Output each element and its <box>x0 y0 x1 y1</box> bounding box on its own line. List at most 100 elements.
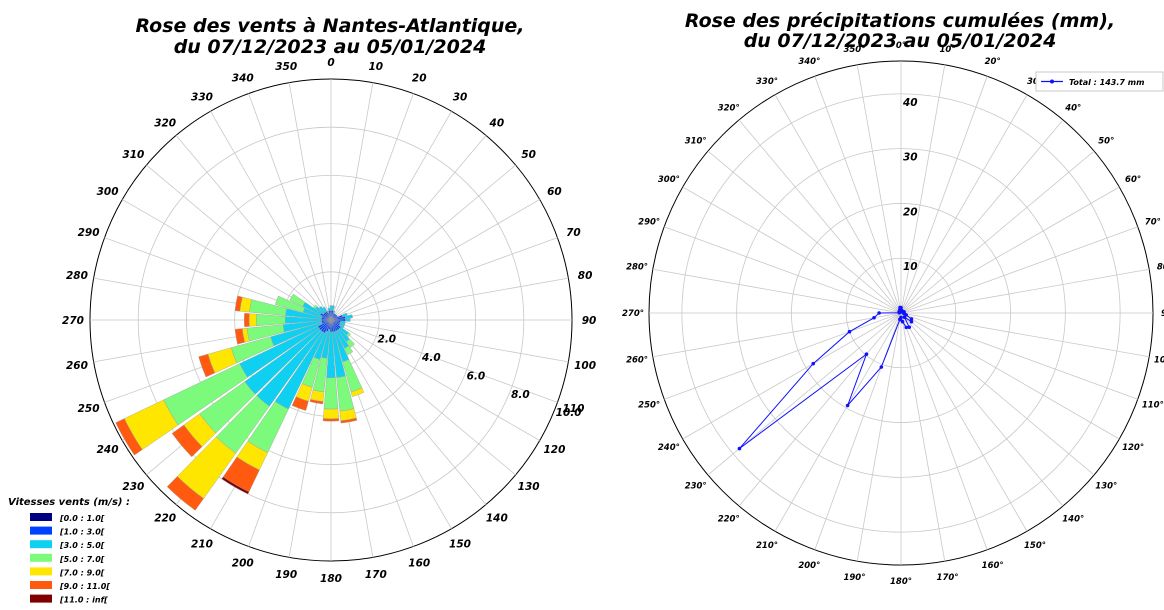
precip-rose-spoke <box>739 313 901 506</box>
wind-legend-swatch <box>30 513 52 521</box>
wind-direction-label: 210 <box>191 538 213 550</box>
precip-direction-label: 60° <box>1125 175 1141 185</box>
wind-legend-label: [0.0 : 1.0[ <box>59 514 105 523</box>
precip-direction-label: 230° <box>685 481 707 491</box>
precip-direction-label: 340° <box>798 57 820 67</box>
wind-legend-label: [3.0 : 5.0[ <box>59 541 105 550</box>
precip-direction-label: 120° <box>1122 443 1144 453</box>
wind-legend-title: Vitesses vents (m/s) : <box>8 497 130 508</box>
precip-direction-label: 50° <box>1098 137 1114 147</box>
wind-legend-swatch <box>30 567 52 575</box>
wind-direction-label: 350 <box>275 61 297 73</box>
wind-bar-270-bin-4 <box>249 314 256 327</box>
precip-point-200 <box>880 365 884 369</box>
wind-direction-label: 100 <box>574 360 596 372</box>
precip-direction-label: 290° <box>638 217 660 227</box>
precip-rose-spoke <box>708 313 901 475</box>
wind-direction-label: 130 <box>518 481 540 493</box>
wind-direction-label: 70 <box>566 227 581 239</box>
wind-radial-tick-label: 6.0 <box>467 370 486 382</box>
precip-point-210 <box>846 404 850 408</box>
wind-direction-label: 20 <box>412 73 427 85</box>
wind-direction-label: 220 <box>154 513 176 525</box>
precip-direction-label: 80° <box>1157 262 1164 272</box>
precip-direction-label: 10° <box>939 45 955 55</box>
wind-direction-label: 300 <box>97 186 119 198</box>
wind-legend-label: [9.0 : 11.0[ <box>59 582 110 591</box>
wind-direction-label: 30 <box>453 92 468 104</box>
precip-direction-label: 40° <box>1064 104 1081 114</box>
precip-rose-spoke <box>664 227 901 313</box>
precip-direction-label: 280° <box>626 262 648 272</box>
precip-point-220 <box>865 352 869 356</box>
precip-point-130 <box>910 320 914 324</box>
wind-radial-tick-label: 10.0 <box>556 407 582 419</box>
wind-bar-0-bin-2 <box>330 306 332 311</box>
precip-point-240 <box>811 362 815 366</box>
precip-direction-label: 20° <box>985 57 1001 67</box>
wind-rose-chart: Rose des vents à Nantes-Atlantique, du 0… <box>8 15 596 605</box>
precip-rose-spoke <box>708 151 901 313</box>
precip-rose-spoke <box>901 227 1138 313</box>
precip-point-160 <box>904 326 908 330</box>
wind-direction-label: 180 <box>320 573 342 585</box>
precip-direction-label: 70° <box>1145 217 1161 227</box>
precip-rose-spoke <box>901 120 1063 313</box>
wind-direction-label: 10 <box>368 61 383 73</box>
precip-rose-title-line1: Rose des précipitations cumulées (mm), <box>685 10 1115 32</box>
wind-direction-label: 190 <box>275 569 297 581</box>
wind-radial-tick-label: 4.0 <box>421 352 441 364</box>
wind-direction-label: 260 <box>66 360 88 372</box>
precip-point-350 <box>898 306 902 310</box>
wind-direction-label: 290 <box>78 227 100 239</box>
precip-point-270 <box>877 311 881 315</box>
wind-direction-label: 120 <box>543 444 565 456</box>
wind-rose-spoke <box>331 135 486 320</box>
wind-rose-spoke <box>331 165 516 320</box>
wind-bar-90-bin-2 <box>345 318 350 321</box>
precip-rose-direction-labels: 0°10°20°30°40°50°60°70°80°90°100°110°120… <box>622 41 1164 587</box>
precip-direction-label: 210° <box>756 541 778 551</box>
wind-direction-label: 0 <box>327 57 334 69</box>
precip-direction-label: 350° <box>843 45 865 55</box>
precip-direction-label: 220° <box>718 514 740 524</box>
precip-point-190 <box>898 318 902 322</box>
wind-bar-10-bin-2 <box>332 306 335 311</box>
wind-bar-180-bin-3 <box>324 378 338 410</box>
precip-direction-label: 300° <box>658 175 680 185</box>
wind-direction-label: 140 <box>486 513 508 525</box>
wind-direction-label: 150 <box>449 538 471 550</box>
wind-rose-spoke <box>176 135 331 320</box>
precip-rose-spoke <box>901 151 1094 313</box>
precip-direction-label: 0° <box>896 41 906 51</box>
precip-radial-tick-label: 20 <box>903 206 918 218</box>
wind-direction-label: 200 <box>232 557 254 569</box>
precip-direction-label: 310° <box>685 137 707 147</box>
precip-radial-tick-label: 30 <box>903 152 918 164</box>
wind-legend-items: [0.0 : 1.0[[1.0 : 3.0[[3.0 : 5.0[[5.0 : … <box>30 513 110 605</box>
wind-direction-label: 270 <box>62 315 84 327</box>
wind-bar-350-bin-2 <box>328 308 330 311</box>
wind-direction-label: 320 <box>154 117 176 129</box>
wind-direction-label: 160 <box>408 557 430 569</box>
wind-rose-bars <box>116 294 364 510</box>
wind-bar-270-bin-5 <box>244 313 249 327</box>
wind-direction-label: 80 <box>578 270 593 282</box>
precip-rose-series <box>738 306 914 451</box>
wind-bar-180-bin-5 <box>323 419 339 422</box>
precip-direction-label: 160° <box>982 561 1004 571</box>
precip-legend-label: Total : 143.7 mm <box>1069 78 1144 87</box>
precip-direction-label: 190° <box>843 573 865 583</box>
precip-rose-radial-labels: 10 20 30 40 <box>902 97 918 273</box>
wind-bar-270-bin-3 <box>256 314 285 326</box>
wind-radial-tick-label: 8.0 <box>511 389 530 401</box>
wind-rose-title-line1: Rose des vents à Nantes-Atlantique, <box>135 15 524 37</box>
precip-point-250 <box>848 330 852 334</box>
wind-legend-label: [5.0 : 7.0[ <box>59 555 105 564</box>
precip-direction-label: 330° <box>756 77 778 87</box>
wind-legend-label: [7.0 : 9.0[ <box>59 568 105 577</box>
wind-bar-180-bin-4 <box>323 409 339 419</box>
precip-rose-spoke <box>815 76 901 313</box>
precip-rose-spoke <box>901 76 987 313</box>
precip-point-260 <box>872 316 876 320</box>
